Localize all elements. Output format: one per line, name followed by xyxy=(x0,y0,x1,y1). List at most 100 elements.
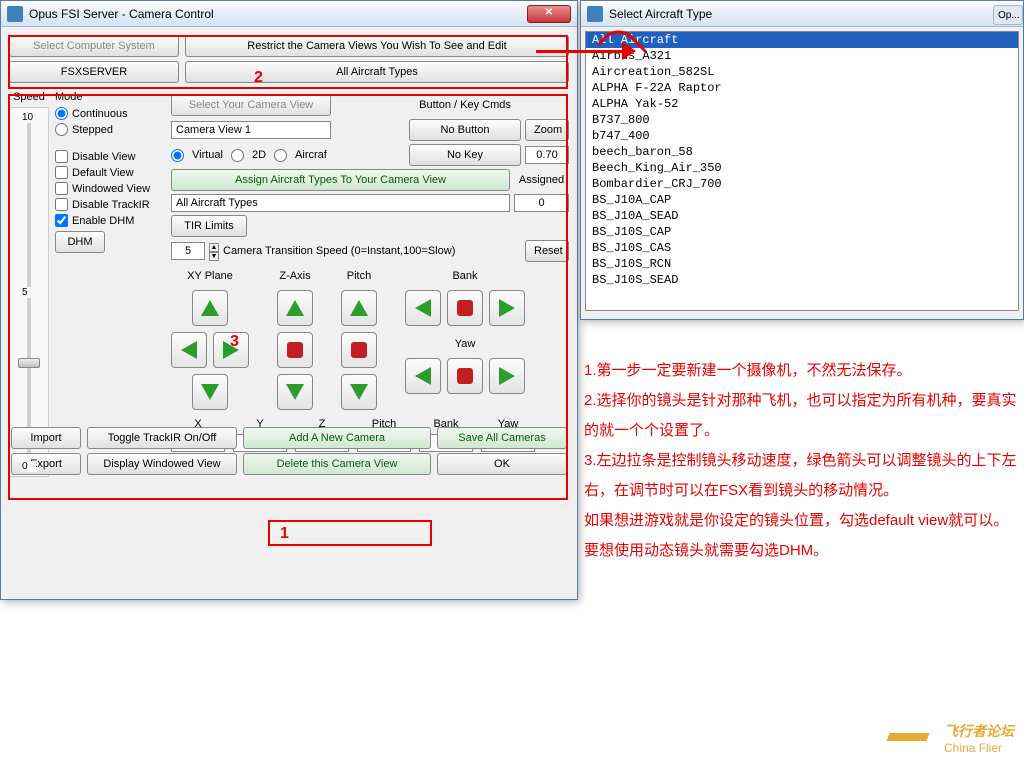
close-icon[interactable]: ✕ xyxy=(527,5,571,23)
note-line: 如果想进游戏就是你设定的镜头位置，勾选default view就可以。 xyxy=(584,506,1018,536)
aircraft-list-item[interactable]: Beech_King_Air_350 xyxy=(586,160,1018,176)
dhm-button[interactable]: DHM xyxy=(55,231,105,253)
xy-down-button[interactable] xyxy=(192,374,228,410)
disable-view-check[interactable] xyxy=(55,150,68,163)
btn-cmds-label: Button / Key Cmds xyxy=(409,99,521,111)
tir-limits-button[interactable]: TIR Limits xyxy=(171,215,247,237)
background-tab[interactable]: Op... xyxy=(993,5,1023,25)
annotation-number-1: 1 xyxy=(280,525,289,543)
camera-view-name-input[interactable] xyxy=(171,121,331,139)
titlebar-2[interactable]: Select Aircraft Type xyxy=(581,1,1023,27)
aircraft-list-item[interactable]: b747_400 xyxy=(586,128,1018,144)
instruction-notes: 1.第一步一定要新建一个摄像机，不然无法保存。2.选择你的镜头是针对那种飞机，也… xyxy=(584,356,1018,566)
server-button[interactable]: FSXSERVER xyxy=(9,61,179,83)
aircraft-list-item[interactable]: Airbus_A321 xyxy=(586,48,1018,64)
window-title: Opus FSI Server - Camera Control xyxy=(29,7,527,21)
save-all-button[interactable]: Save All Cameras xyxy=(437,427,567,449)
window-title-2: Select Aircraft Type xyxy=(609,7,1017,21)
ok-button[interactable]: OK xyxy=(437,453,567,475)
bank-stop-button[interactable] xyxy=(447,290,483,326)
assigned-count-input[interactable] xyxy=(514,194,569,212)
aircraft-list-item[interactable]: Aircreation_582SL xyxy=(586,64,1018,80)
pitch-down-button[interactable] xyxy=(341,374,377,410)
plane-icon xyxy=(878,718,938,758)
mode-label: Mode xyxy=(55,91,165,103)
pitch-up-button[interactable] xyxy=(341,290,377,326)
note-line: 1.第一步一定要新建一个摄像机，不然无法保存。 xyxy=(584,356,1018,386)
assigned-types-input[interactable] xyxy=(171,194,510,212)
slider-thumb[interactable] xyxy=(18,358,40,368)
add-camera-button[interactable]: Add A New Camera xyxy=(243,427,431,449)
bank-left-button[interactable] xyxy=(405,290,441,326)
speed-column: Speed 10 5 0 xyxy=(9,91,49,477)
no-button-button[interactable]: No Button xyxy=(409,119,521,141)
pitch-stop-button[interactable] xyxy=(341,332,377,368)
virtual-radio[interactable] xyxy=(171,149,184,162)
all-aircraft-button[interactable]: All Aircraft Types xyxy=(185,61,569,83)
aircraft-list-item[interactable]: BS_J10S_CAS xyxy=(586,240,1018,256)
camera-settings: Select Your Camera View Button / Key Cmd… xyxy=(171,91,569,477)
mode-column: Mode Continuous Stepped Disable View Def… xyxy=(55,91,165,477)
aircraft-list-item[interactable]: BS_J10A_SEAD xyxy=(586,208,1018,224)
restrict-views-button[interactable]: Restrict the Camera Views You Wish To Se… xyxy=(185,35,569,57)
aircraft-list-item[interactable]: BS_J10S_RCN xyxy=(586,256,1018,272)
spin-down-icon[interactable]: ▼ xyxy=(209,252,219,261)
z-down-button[interactable] xyxy=(277,374,313,410)
2d-radio[interactable] xyxy=(231,149,244,162)
aircraft-list-item[interactable]: ALPHA F-22A Raptor xyxy=(586,80,1018,96)
annotation-number-3: 3 xyxy=(230,333,239,351)
note-line: 2.选择你的镜头是针对那种飞机，也可以指定为所有机种，要真实的就一个个设置了。 xyxy=(584,386,1018,446)
xy-left-button[interactable] xyxy=(171,332,207,368)
watermark: 飞行者论坛 China Flier xyxy=(878,718,1014,758)
aircraft-list-item[interactable]: BS_J10A_CAP xyxy=(586,192,1018,208)
aircraft-list-item[interactable]: Bombardier_CRJ_700 xyxy=(586,176,1018,192)
app-icon xyxy=(7,6,23,22)
import-button[interactable]: Import xyxy=(11,427,81,449)
zoom-button[interactable]: Zoom xyxy=(525,119,569,141)
annotation-number-2: 2 xyxy=(254,69,263,87)
app-icon-2 xyxy=(587,6,603,22)
z-up-button[interactable] xyxy=(277,290,313,326)
transition-label: Camera Transition Speed (0=Instant,100=S… xyxy=(223,245,455,257)
titlebar[interactable]: Opus FSI Server - Camera Control ✕ xyxy=(1,1,577,27)
window-content: Select Computer System Restrict the Came… xyxy=(1,27,577,485)
z-stop-button[interactable] xyxy=(277,332,313,368)
aircraft-list-item[interactable]: ALPHA Yak-52 xyxy=(586,96,1018,112)
note-line: 要想使用动态镜头就需要勾选DHM。 xyxy=(584,536,1018,566)
assigned-label: Assigned xyxy=(514,174,569,186)
aircraft-list-item[interactable]: All Aircraft xyxy=(586,32,1018,48)
delete-camera-button[interactable]: Delete this Camera View xyxy=(243,453,431,475)
windowed-view-check[interactable] xyxy=(55,182,68,195)
assign-types-button[interactable]: Assign Aircraft Types To Your Camera Vie… xyxy=(171,169,510,191)
aircraft-list[interactable]: All AircraftAirbus_A321Aircreation_582SL… xyxy=(585,31,1019,311)
aircraft-radio[interactable] xyxy=(274,149,287,162)
speed-slider[interactable]: 10 5 0 xyxy=(9,107,49,477)
spin-up-icon[interactable]: ▲ xyxy=(209,243,219,252)
reset-button[interactable]: Reset xyxy=(525,240,569,262)
toggle-trackir-button[interactable]: Toggle TrackIR On/Off xyxy=(87,427,237,449)
xy-up-button[interactable] xyxy=(192,290,228,326)
yaw-stop-button[interactable] xyxy=(447,358,483,394)
display-windowed-button[interactable]: Display Windowed View xyxy=(87,453,237,475)
yaw-right-button[interactable] xyxy=(489,358,525,394)
camera-control-window: Opus FSI Server - Camera Control ✕ Selec… xyxy=(0,0,578,600)
default-view-check[interactable] xyxy=(55,166,68,179)
zoom-input[interactable] xyxy=(525,146,569,164)
disable-trackir-check[interactable] xyxy=(55,198,68,211)
aircraft-list-item[interactable]: BS_J10S_SEAD xyxy=(586,272,1018,288)
note-line: 3.左边拉条是控制镜头移动速度，绿色箭头可以调整镜头的上下左右，在调节时可以在F… xyxy=(584,446,1018,506)
no-key-button[interactable]: No Key xyxy=(409,144,521,166)
aircraft-list-item[interactable]: BS_J10S_CAP xyxy=(586,224,1018,240)
aircraft-list-item[interactable]: beech_baron_58 xyxy=(586,144,1018,160)
transition-speed-input[interactable] xyxy=(171,242,205,260)
stepped-radio[interactable] xyxy=(55,123,68,136)
aircraft-list-item[interactable]: B737_800 xyxy=(586,112,1018,128)
select-aircraft-window: Select Aircraft Type Op... All AircraftA… xyxy=(580,0,1024,320)
select-view-button[interactable]: Select Your Camera View xyxy=(171,94,331,116)
yaw-left-button[interactable] xyxy=(405,358,441,394)
bank-right-button[interactable] xyxy=(489,290,525,326)
enable-dhm-check[interactable] xyxy=(55,214,68,227)
continuous-radio[interactable] xyxy=(55,107,68,120)
speed-label: Speed xyxy=(9,91,49,103)
select-computer-button[interactable]: Select Computer System xyxy=(9,35,179,57)
